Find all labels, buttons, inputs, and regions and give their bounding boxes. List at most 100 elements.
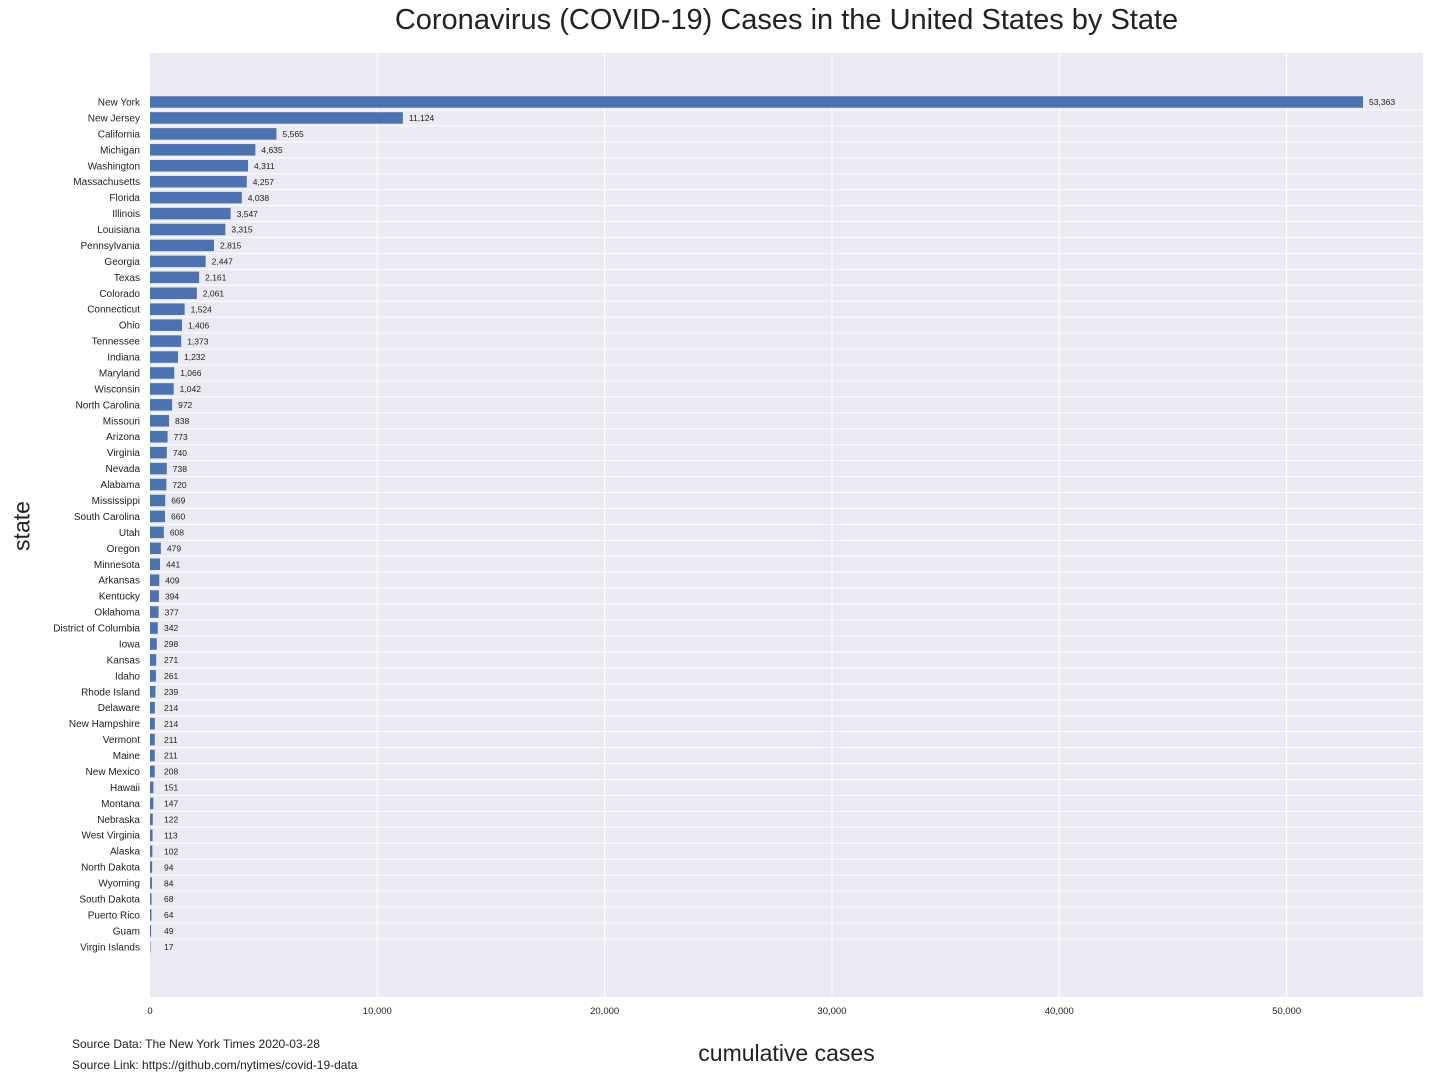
plot-area <box>150 53 1423 997</box>
bar <box>150 941 151 953</box>
bar <box>150 255 206 268</box>
bar <box>150 335 182 347</box>
value-label: 271 <box>164 655 178 665</box>
value-label: 68 <box>164 894 174 904</box>
x-tick-label: 40,000 <box>1045 1006 1074 1017</box>
category-label: Nevada <box>106 464 141 475</box>
bar <box>150 701 155 714</box>
value-label: 409 <box>165 575 179 585</box>
category-label: Oregon <box>107 544 140 555</box>
category-label: Tennessee <box>92 337 141 348</box>
bar <box>150 606 159 618</box>
bar <box>150 144 256 156</box>
x-tick-label: 0 <box>147 1006 152 1017</box>
category-label: North Carolina <box>76 400 141 411</box>
category-label: Guam <box>113 926 140 937</box>
value-label: 214 <box>164 703 178 713</box>
category-label: Illinois <box>112 209 140 220</box>
value-label: 211 <box>164 735 178 745</box>
bar <box>150 112 403 124</box>
category-label: North Dakota <box>81 863 140 874</box>
value-label: 2,447 <box>212 257 234 267</box>
x-tick-label: 10,000 <box>363 1006 392 1017</box>
bar <box>150 287 197 300</box>
value-label: 838 <box>175 416 189 426</box>
category-label: California <box>98 129 141 140</box>
bar <box>150 96 1364 108</box>
value-label: 394 <box>165 591 179 601</box>
bar <box>150 861 153 873</box>
category-label: Virgin Islands <box>80 942 140 953</box>
category-label: Texas <box>114 273 140 284</box>
value-label: 669 <box>171 496 185 506</box>
x-tick-label: 30,000 <box>817 1006 846 1017</box>
category-label: Delaware <box>98 703 141 714</box>
bar <box>150 160 248 172</box>
category-label: South Dakota <box>79 895 140 906</box>
category-label: Wyoming <box>98 879 140 890</box>
value-label: 479 <box>167 544 181 554</box>
value-label: 738 <box>173 464 187 474</box>
value-label: 740 <box>173 448 187 458</box>
bar <box>150 494 166 507</box>
bar <box>150 367 175 379</box>
value-label: 3,547 <box>237 209 259 219</box>
bar <box>150 877 152 889</box>
bar <box>150 654 157 666</box>
bar <box>150 399 173 411</box>
bar <box>150 829 153 841</box>
category-label: South Carolina <box>74 512 141 523</box>
bar <box>150 175 247 188</box>
value-label: 208 <box>164 767 178 777</box>
value-label: 298 <box>164 639 178 649</box>
category-label: Louisiana <box>97 225 140 236</box>
category-label: District of Columbia <box>53 624 140 635</box>
category-label: Kentucky <box>99 592 140 603</box>
bar <box>150 223 226 236</box>
bar <box>150 383 174 395</box>
bar <box>150 462 167 475</box>
value-label: 113 <box>164 830 178 840</box>
value-label: 147 <box>164 799 178 809</box>
value-label: 773 <box>174 432 188 442</box>
category-label: Indiana <box>107 353 140 364</box>
value-label: 377 <box>165 607 179 617</box>
value-label: 441 <box>166 559 180 569</box>
bar <box>150 733 155 746</box>
x-tick-label: 50,000 <box>1272 1006 1301 1017</box>
bar <box>150 813 153 826</box>
category-label: Alaska <box>110 847 140 858</box>
bar <box>150 574 160 586</box>
category-label: Nebraska <box>97 815 140 826</box>
value-label: 122 <box>164 815 178 825</box>
value-label: 94 <box>164 862 174 872</box>
category-label: Ohio <box>119 321 141 332</box>
bar <box>150 351 179 363</box>
value-label: 972 <box>178 400 192 410</box>
value-label: 720 <box>172 480 186 490</box>
source-link-note: Source Link: https://github.com/nytimes/… <box>72 1058 358 1072</box>
value-label: 342 <box>164 623 178 633</box>
category-label: New Mexico <box>86 767 141 778</box>
value-label: 17 <box>164 942 174 952</box>
value-label: 1,042 <box>180 384 202 394</box>
category-label: Mississippi <box>92 496 140 507</box>
bar <box>150 510 166 523</box>
value-label: 4,038 <box>248 193 270 203</box>
category-label: Washington <box>88 161 140 172</box>
value-label: 53,363 <box>1369 97 1395 107</box>
value-label: 608 <box>170 528 184 538</box>
category-label: Connecticut <box>87 305 140 316</box>
bar <box>150 446 167 459</box>
category-label: Rhode Island <box>81 687 140 698</box>
value-label: 1,373 <box>187 336 209 346</box>
bar <box>150 128 277 140</box>
value-label: 11,124 <box>409 113 435 123</box>
category-label: Hawaii <box>110 783 140 794</box>
bar <box>150 542 161 555</box>
category-label: Pennsylvania <box>81 241 141 252</box>
bar <box>150 558 161 571</box>
bar <box>150 590 159 602</box>
value-label: 239 <box>164 687 178 697</box>
